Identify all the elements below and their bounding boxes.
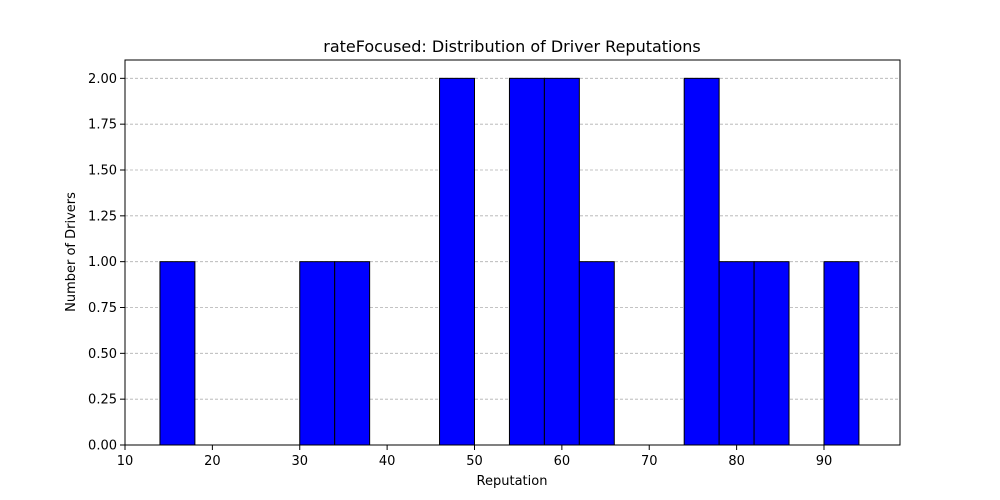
y-tick-label-7: 1.75 bbox=[88, 118, 117, 133]
histogram-bar-0 bbox=[159, 261, 196, 446]
histogram-bar-7 bbox=[683, 77, 720, 446]
x-tick-label-1: 20 bbox=[204, 454, 221, 469]
histogram-bar-10 bbox=[823, 261, 860, 446]
y-tick-label-6: 1.50 bbox=[88, 164, 117, 179]
x-tick-label-6: 70 bbox=[641, 454, 658, 469]
plot-frame bbox=[124, 59, 901, 446]
x-tick-label-7: 80 bbox=[728, 454, 745, 469]
y-tick-label-5: 1.25 bbox=[88, 209, 117, 224]
histogram-bar-6 bbox=[578, 261, 615, 446]
histogram-bar-4 bbox=[508, 77, 545, 446]
histogram-bar-3 bbox=[439, 77, 475, 446]
y-axis-title: Number of Drivers bbox=[64, 192, 79, 312]
x-tick-label-4: 50 bbox=[466, 454, 483, 469]
y-tick-label-1: 0.25 bbox=[88, 393, 117, 408]
y-tick-label-8: 2.00 bbox=[88, 72, 117, 87]
chart-title: rateFocused: Distribution of Driver Repu… bbox=[323, 37, 701, 56]
x-axis-ticks: 10 20 30 40 50 60 70 80 90 bbox=[117, 445, 833, 469]
histogram-bar-1 bbox=[299, 261, 336, 446]
x-tick-label-5: 60 bbox=[554, 454, 571, 469]
y-tick-label-3: 0.75 bbox=[88, 301, 117, 316]
x-axis-title: Reputation bbox=[477, 474, 548, 489]
bars bbox=[159, 77, 860, 446]
y-axis-ticks: 0.00 0.25 0.50 0.75 1.00 1.25 1.50 1.75 2.00 bbox=[88, 72, 125, 454]
x-tick-label-3: 40 bbox=[379, 454, 396, 469]
x-tick-label-0: 10 bbox=[117, 454, 134, 469]
x-tick-label-8: 90 bbox=[816, 454, 833, 469]
y-tick-label-4: 1.00 bbox=[88, 255, 117, 270]
y-tick-label-2: 0.50 bbox=[88, 347, 117, 362]
histogram-bar-8 bbox=[718, 261, 755, 446]
x-tick-label-2: 30 bbox=[291, 454, 308, 469]
histogram-bar-2 bbox=[334, 261, 371, 446]
histogram-bar-9 bbox=[753, 261, 790, 446]
histogram-bar-5 bbox=[543, 77, 580, 446]
y-tick-label-0: 0.00 bbox=[88, 439, 117, 454]
